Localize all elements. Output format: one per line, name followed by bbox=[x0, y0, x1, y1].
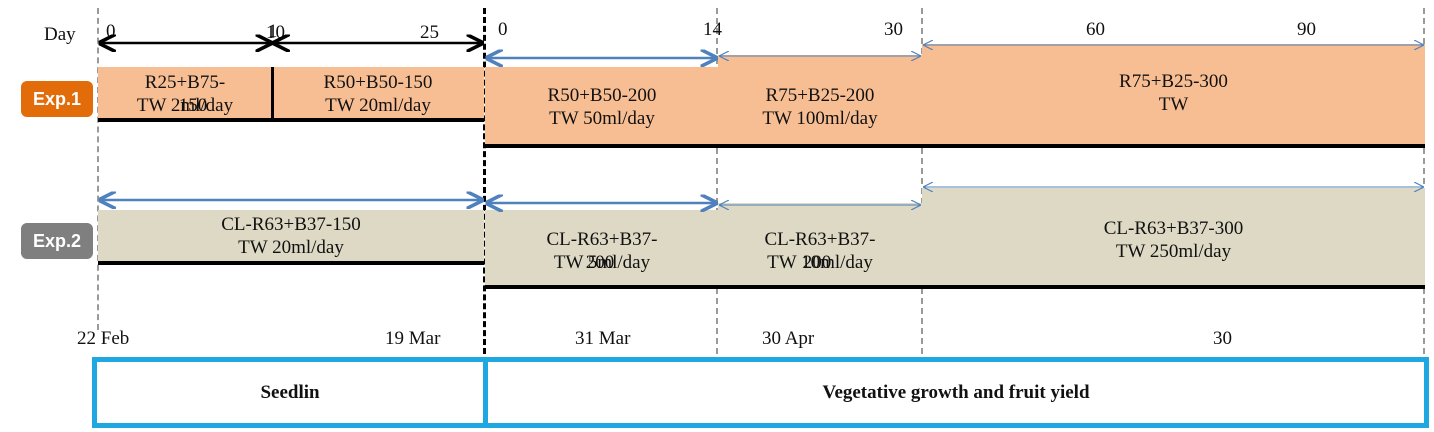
guide-line-end bbox=[1423, 8, 1425, 354]
exp2-seg2-overlay: 200 bbox=[585, 252, 615, 273]
day-tick-0b: 0 bbox=[498, 19, 508, 40]
guide-line-transplant bbox=[483, 8, 486, 354]
exp2-underline-seedling bbox=[98, 261, 484, 265]
date-30: 30 bbox=[1213, 328, 1232, 349]
guide-line-day30 bbox=[921, 8, 923, 354]
exp2-badge: Exp.2 bbox=[21, 223, 93, 259]
exp2-block-fruiting bbox=[922, 188, 1425, 286]
exp1-seg1-overlay: 150 bbox=[178, 95, 208, 116]
exp2-seg3-label: CL-R63+B37- TW 10ml/day bbox=[764, 229, 876, 273]
exp1-badge: Exp.1 bbox=[21, 81, 93, 117]
exp1-underline-seedling bbox=[98, 118, 484, 122]
vegetative-stage-box: Vegetative growth and fruit yield bbox=[483, 357, 1429, 428]
exp2-seg1-label: CL-R63+B37-150 TW 20ml/day bbox=[221, 214, 361, 258]
guide-line-day14 bbox=[716, 8, 718, 354]
day-tick-14: 14 bbox=[703, 19, 722, 40]
exp1-seg3-label: R50+B50-200 TW 50ml/day bbox=[547, 85, 657, 129]
vegetative-stage-label: Vegetative growth and fruit yield bbox=[822, 381, 1090, 403]
date-22-feb: 22 Feb bbox=[77, 328, 130, 349]
exp2-seg4-label: CL-R63+B37-300 TW 250ml/day bbox=[1103, 218, 1244, 262]
exp1-block-vegetative-a bbox=[485, 67, 718, 146]
guide-line-day0 bbox=[97, 8, 99, 330]
exp1-underline-vegetative bbox=[485, 144, 1425, 148]
exp1-block-seedling bbox=[98, 67, 484, 119]
day-label: Day bbox=[44, 24, 76, 45]
exp2-block-vegetative-b bbox=[718, 203, 922, 286]
exp1-seg4-label: R75+B25-200 TW 100ml/day bbox=[762, 85, 878, 129]
day-tick-30: 30 bbox=[884, 19, 903, 40]
exp1-seg2-label: R50+B50-150 TW 20ml/day bbox=[323, 72, 433, 116]
date-30-apr: 30 Apr bbox=[762, 328, 815, 349]
exp2-block-vegetative-a bbox=[485, 210, 718, 286]
day-tick-1: 1 bbox=[268, 21, 278, 42]
date-31-mar: 31 Mar bbox=[575, 328, 631, 349]
day-tick-90: 90 bbox=[1297, 19, 1316, 40]
exp1-block-vegetative-b bbox=[718, 55, 922, 146]
seedling-stage-label: Seedlin bbox=[260, 381, 320, 403]
exp1-seg1-label: R25+B75- TW 2ml/day bbox=[136, 72, 234, 116]
exp2-underline-vegetative bbox=[485, 285, 1425, 289]
exp1-block-fruiting bbox=[922, 44, 1425, 146]
exp2-block-seedling bbox=[98, 210, 484, 263]
exp2-seg2-label: CL-R63+B37- TW 5ml/day bbox=[546, 229, 658, 273]
date-19-mar: 19 Mar bbox=[385, 328, 441, 349]
day-tick-60: 60 bbox=[1086, 19, 1105, 40]
exp2-seg3-overlay: 200 bbox=[802, 252, 832, 273]
exp1-seg5-label: R75+B25-300 TW bbox=[1119, 71, 1228, 115]
exp1-segment-divider bbox=[271, 67, 274, 121]
day-tick-0: 0 bbox=[106, 21, 116, 42]
